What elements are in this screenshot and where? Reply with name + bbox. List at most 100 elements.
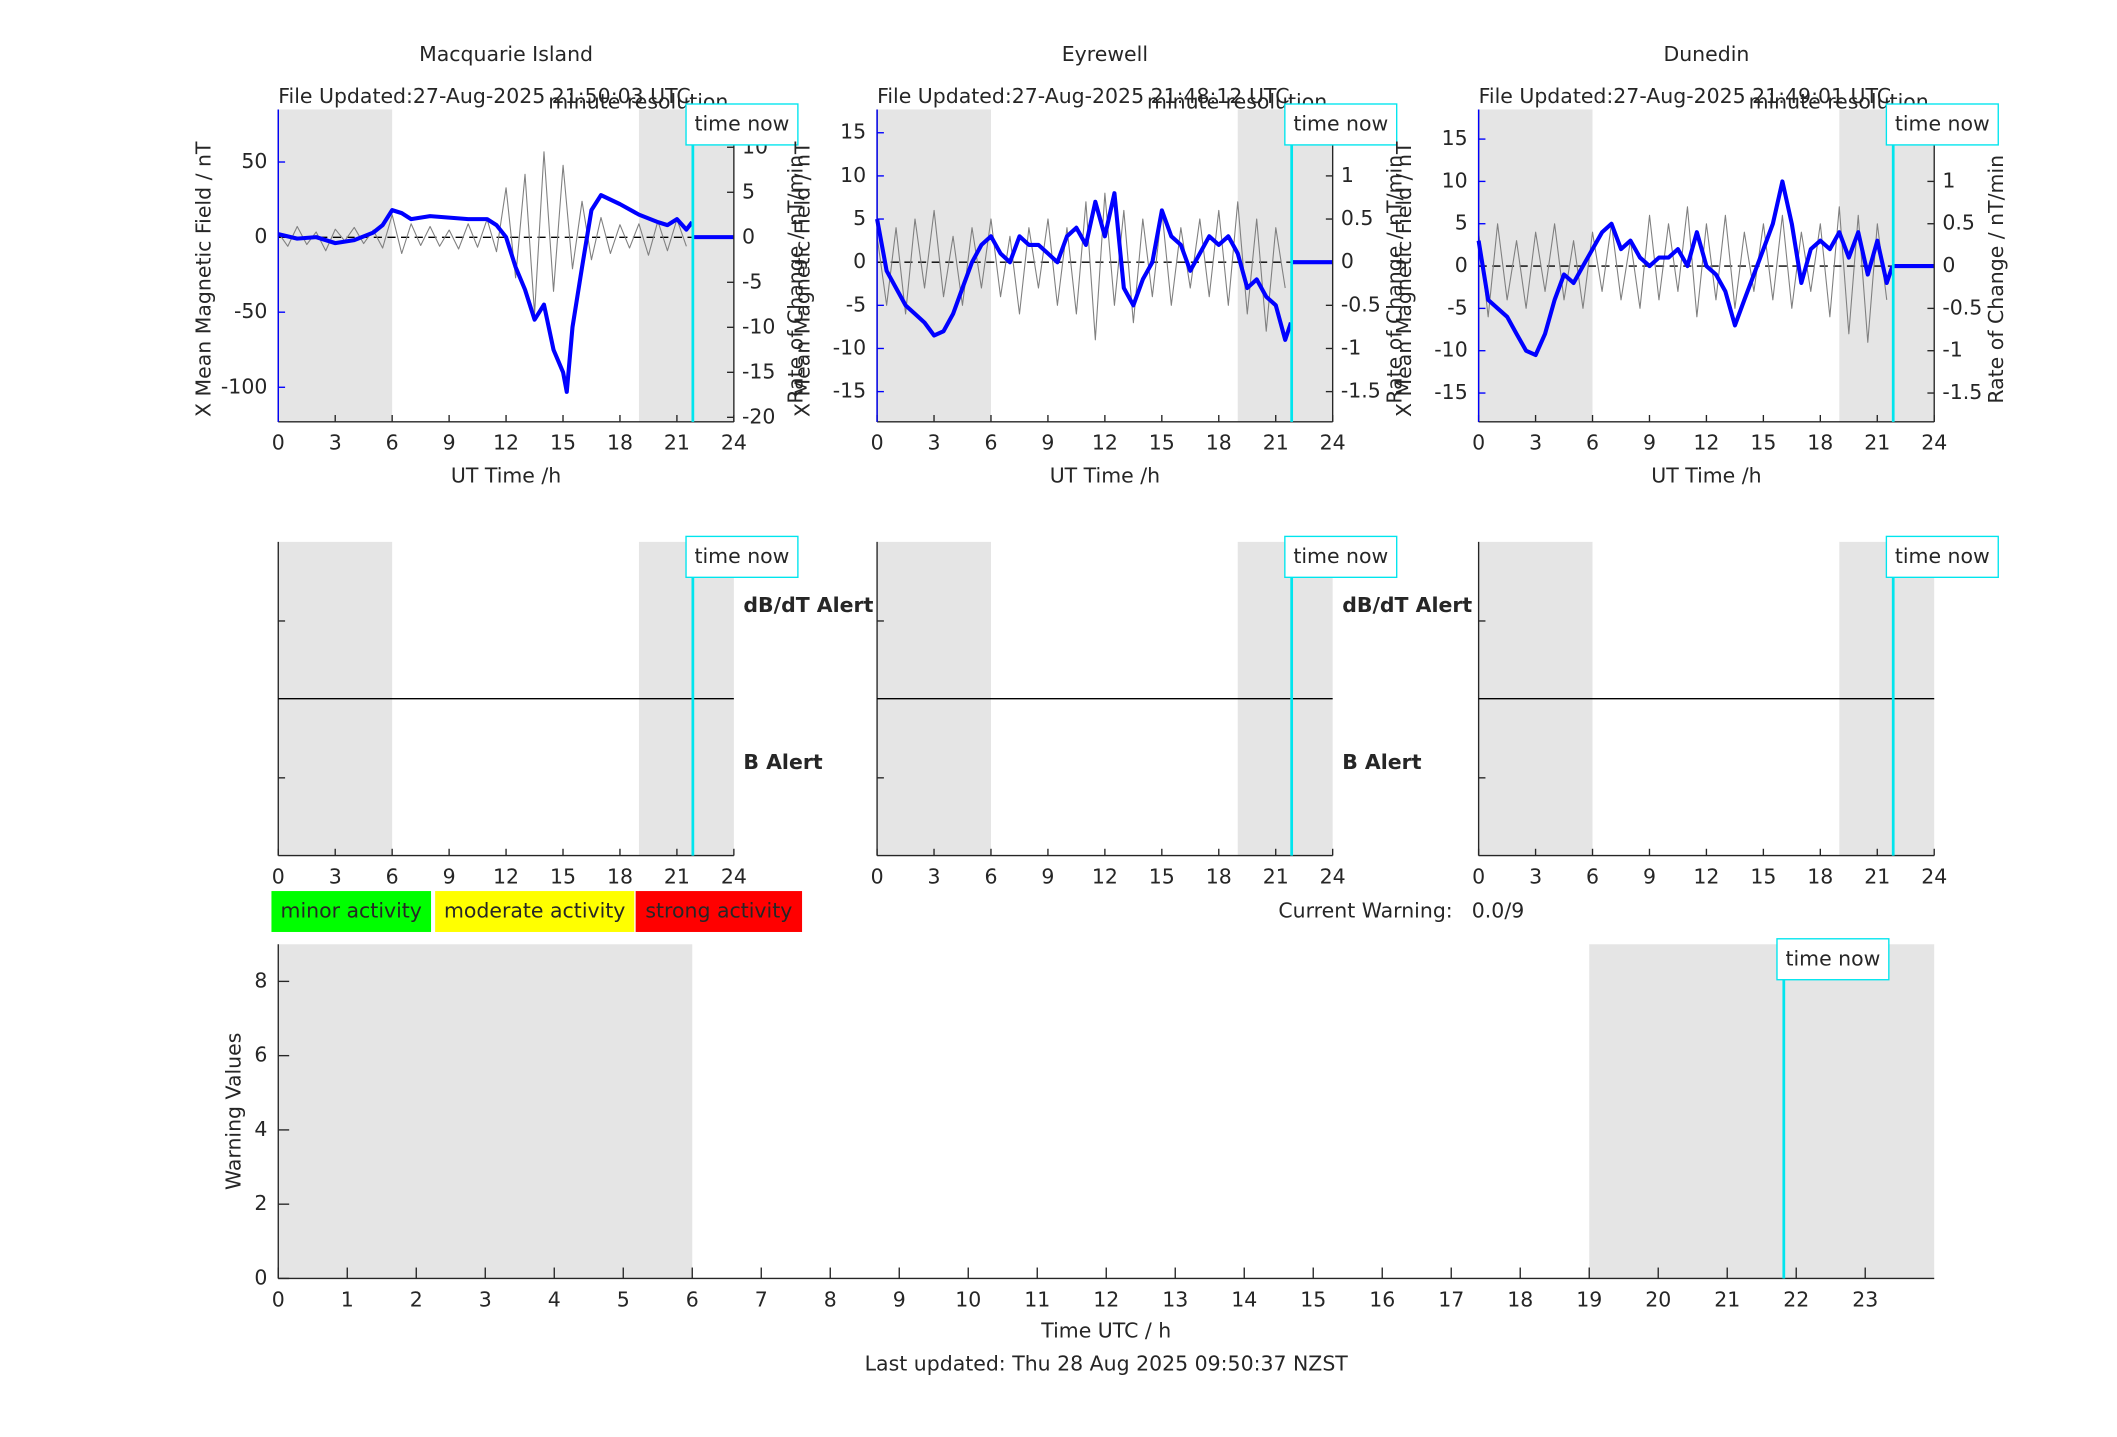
time-now-label: time now [1293,544,1388,568]
x-tick-label: 3 [1529,431,1542,455]
footer: Last updated: Thu 28 Aug 2025 09:50:37 N… [865,1351,1349,1375]
time-now-box [685,535,799,579]
x-tick-label: 9 [1643,864,1656,888]
dbdt-alert-label: dB/dT Alert [1342,593,1472,617]
current-warning-label: Current Warning: [1278,899,1452,923]
legend-swatch [271,891,432,932]
file-updated: File Updated:27-Aug-2025 21:50:03 UTC [278,84,690,108]
y-tick-label: -5 [1447,295,1467,319]
x-tick-label: 6 [686,1287,699,1311]
x-tick-label: 20 [1645,1287,1671,1311]
y-tick-label: -15 [833,379,866,403]
y-tick-label: -100 [221,374,267,398]
y2-tick-label: -20 [742,404,775,428]
x-tick-label: 18 [1206,864,1232,888]
x-tick-label: 0 [272,431,285,455]
y-tick-label: 0 [1455,253,1468,277]
x-tick-label: 3 [329,431,342,455]
series-line [1476,179,1895,358]
y-tick-label: 0 [254,224,267,248]
b-alert-label: B Alert [743,750,823,774]
y2-tick-label: 0.5 [1341,206,1374,230]
x-tick-label: 12 [1693,864,1719,888]
time-now-box [1885,535,1999,579]
series-line [277,193,694,394]
y2-tick-label: -0.5 [1341,292,1381,316]
x-tick-label: 17 [1438,1287,1464,1311]
x-tick-label: 24 [1320,864,1346,888]
x-tick-label: 4 [548,1287,561,1311]
dbdt-alert-label: dB/dT Alert [743,593,873,617]
night-shading [1589,944,1935,1279]
y2-tick-label: -1.5 [1942,380,1982,404]
y-axis-label: X Mean Magnetic Field / nT [192,141,216,417]
series-line [277,151,687,315]
y2-tick-label: 0 [1942,253,1955,277]
y2-tick-label: 1 [1942,168,1955,192]
x-tick-label: 3 [479,1287,492,1311]
x-tick-label: 3 [329,864,342,888]
y2-axis-label: Rate of Change / nT/min [1382,155,1406,404]
file-updated: File Updated:27-Aug-2025 21:49:01 UTC [1479,84,1891,108]
y2-tick-label: -1 [1341,335,1361,359]
x-tick-label: 19 [1576,1287,1602,1311]
x-tick-label: 13 [1162,1287,1188,1311]
series-line [1478,206,1888,343]
x-tick-label: 0 [871,431,884,455]
x-tick-label: 15 [550,864,576,888]
x-tick-label: 1 [341,1287,354,1311]
x-tick-label: 3 [928,864,941,888]
y2-tick-label: -1.5 [1341,379,1381,403]
time-now-label: time now [694,544,789,568]
x-tick-label: 3 [1529,864,1542,888]
x-tick-label: 18 [607,864,633,888]
x-tick-label: 0 [1472,431,1485,455]
file-updated: File Updated:27-Aug-2025 21:48:12 UTC [877,84,1289,108]
legend-label: strong activity [645,899,792,923]
y2-axis-label: Rate of Change / nT/min [784,155,808,404]
x-tick-label: 18 [1807,864,1833,888]
x-tick-label: 9 [893,1287,906,1311]
x-tick-label: 22 [1783,1287,1809,1311]
x-tick-label: 6 [984,431,997,455]
panel-title: Dunedin [1663,42,1749,66]
x-tick-label: 21 [1263,431,1289,455]
x-tick-label: 9 [443,864,456,888]
y2-tick-label: 1 [1341,163,1354,187]
time-now-box [1284,535,1398,579]
x-tick-label: 12 [1092,431,1118,455]
x-axis-label: UT Time /h [451,463,561,487]
x-tick-label: 21 [1263,864,1289,888]
time-now-box [1284,103,1398,146]
y-tick-label: 15 [1442,126,1468,150]
x-tick-label: 9 [1041,864,1054,888]
x-tick-label: 3 [928,431,941,455]
y2-tick-label: 5 [742,179,755,203]
x-tick-label: 0 [272,864,285,888]
time-now-label: time now [1293,111,1388,135]
x-tick-label: 12 [493,864,519,888]
y2-tick-label: 0.5 [1942,211,1975,235]
y2-tick-label: -15 [742,359,775,383]
x-axis-label: UT Time /h [1050,463,1160,487]
x-tick-label: 18 [607,431,633,455]
x-tick-label: 15 [1300,1287,1326,1311]
x-tick-label: 6 [386,864,399,888]
panel-title: Macquarie Island [419,42,593,66]
x-tick-label: 6 [984,864,997,888]
x-tick-label: 6 [1586,864,1599,888]
x-tick-label: 21 [1714,1287,1740,1311]
time-now-box [1776,938,1890,981]
current-warning-value: 0.0/9 [1472,899,1524,923]
y-tick-label: -10 [833,335,866,359]
x-tick-label: 8 [824,1287,837,1311]
y-tick-label: -10 [1434,338,1467,362]
y2-tick-label: -10 [742,314,775,338]
x-axis-label: Time UTC / h [1040,1319,1171,1343]
x-tick-label: 12 [1092,864,1118,888]
y-tick-label: -5 [846,292,866,316]
x-tick-label: 15 [1750,864,1776,888]
y-tick-label: 0 [853,249,866,273]
